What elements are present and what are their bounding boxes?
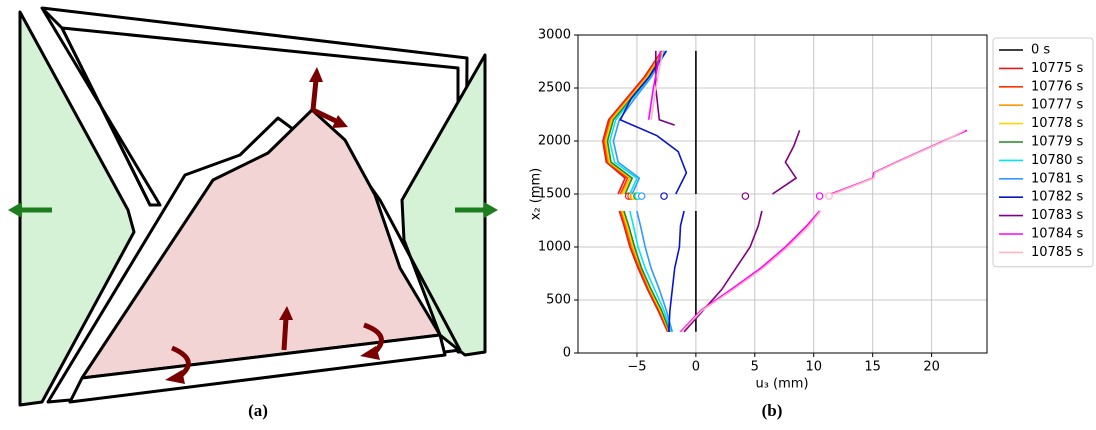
y-tick-label: 3000: [538, 28, 571, 43]
series-line: [651, 51, 965, 332]
y-tick-label: 500: [546, 293, 571, 308]
legend-label: 10785 s: [1031, 245, 1083, 260]
marker: [638, 193, 644, 199]
legend-label: 10784 s: [1031, 227, 1083, 242]
panel-label: (a): [248, 401, 268, 420]
marker: [826, 193, 832, 199]
legend-label: 10780 s: [1031, 153, 1083, 168]
y-tick-label: 2500: [538, 81, 571, 96]
legend-label: 10781 s: [1031, 171, 1083, 186]
legend-label: 10776 s: [1031, 79, 1083, 94]
marker: [816, 193, 822, 199]
x-tick-label: 5: [751, 360, 759, 375]
y-tick-label: 2000: [538, 134, 571, 149]
x-axis-label: u₃ (mm): [755, 377, 808, 392]
figure: (a) (b) u₃ (mm) x₂ (mm) −505101520050010…: [0, 0, 1096, 426]
x-tick-label: −5: [627, 360, 646, 375]
y-tick-label: 0: [563, 346, 571, 361]
x-tick-label: 0: [692, 360, 700, 375]
panel-label: (b): [762, 401, 783, 420]
x-tick-label: 15: [864, 360, 881, 375]
legend-label: 10777 s: [1031, 98, 1083, 113]
legend-label: 10779 s: [1031, 135, 1083, 150]
marker: [742, 193, 748, 199]
legend-label: 10775 s: [1031, 61, 1083, 76]
legend-label: 0 s: [1031, 43, 1050, 58]
legend-label: 10782 s: [1031, 190, 1083, 205]
diagram: [20, 8, 485, 405]
x-tick-label: 20: [923, 360, 940, 375]
legend-label: 10783 s: [1031, 208, 1083, 223]
y-tick-label: 1500: [538, 187, 571, 202]
x-tick-label: 10: [805, 360, 822, 375]
marker: [661, 193, 667, 199]
legend-label: 10778 s: [1031, 116, 1083, 131]
y-tick-label: 1000: [538, 240, 571, 255]
